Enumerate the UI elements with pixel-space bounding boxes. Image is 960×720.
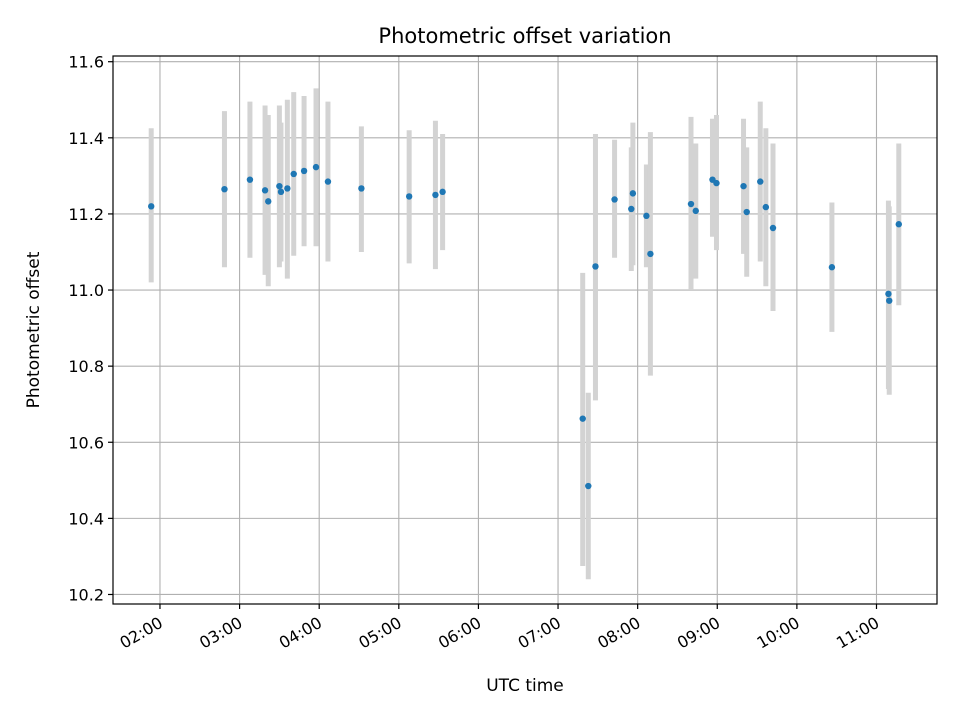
data-point [265,198,272,205]
data-point [828,264,836,271]
data-point [276,182,283,190]
y-tick-label: 11.0 [68,281,104,300]
y-tick-label: 11.6 [68,53,104,72]
x-axis-label: UTC time [486,676,564,696]
data-point [629,190,637,197]
data-point [743,208,750,216]
data-point [585,482,592,490]
data-point [740,182,747,190]
data-point [261,187,269,194]
data-point [405,193,413,200]
data-point [439,188,446,196]
data-point [769,224,777,232]
data-point [611,196,618,203]
data-point [762,203,770,211]
data-point [324,178,332,185]
data-point [358,185,365,192]
data-points [148,163,902,490]
y-axis-ticks: 10.2 10.4 10.6 10.8 11.0 11.2 11.4 11.6 [68,53,113,604]
data-point [886,297,893,304]
data-point [692,207,699,215]
data-point [713,179,720,187]
data-point [221,185,228,193]
data-point [643,212,650,220]
data-point [312,163,320,171]
y-tick-label: 10.8 [68,357,104,376]
grid [113,56,937,604]
data-point [885,290,892,298]
data-point [592,263,599,270]
y-axis-label: Photometric offset [24,251,44,408]
data-point [246,176,254,183]
y-tick-label: 10.4 [68,509,104,528]
data-point [687,200,695,208]
y-tick-label: 11.4 [68,129,104,148]
data-point [284,185,291,192]
data-point [647,250,654,258]
data-point [757,178,764,185]
plot-frame [112,55,938,605]
chart-title: Photometric offset variation [378,24,671,48]
data-point [579,415,586,422]
data-point [432,191,439,199]
data-point [300,167,308,175]
data-point [277,188,285,196]
y-tick-label: 11.2 [68,205,104,224]
data-point [895,221,902,228]
data-point [290,170,297,178]
data-point [148,203,155,210]
y-tick-label: 10.6 [68,433,104,452]
y-tick-label: 10.2 [68,585,104,604]
data-point [628,205,635,213]
